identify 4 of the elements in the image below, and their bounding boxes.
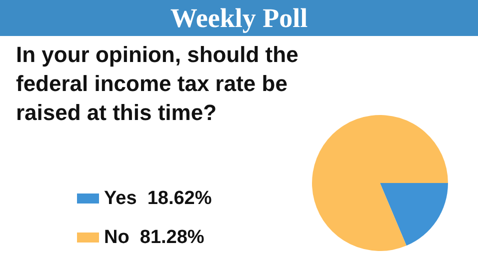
legend-label: No 81.28% <box>104 227 204 248</box>
legend-label: Yes 18.62% <box>104 188 212 209</box>
chart-title: Weekly Poll <box>0 0 478 36</box>
chart-subtitle: In your opinion, should the federal income tax rate be raised at this time? <box>16 41 300 127</box>
